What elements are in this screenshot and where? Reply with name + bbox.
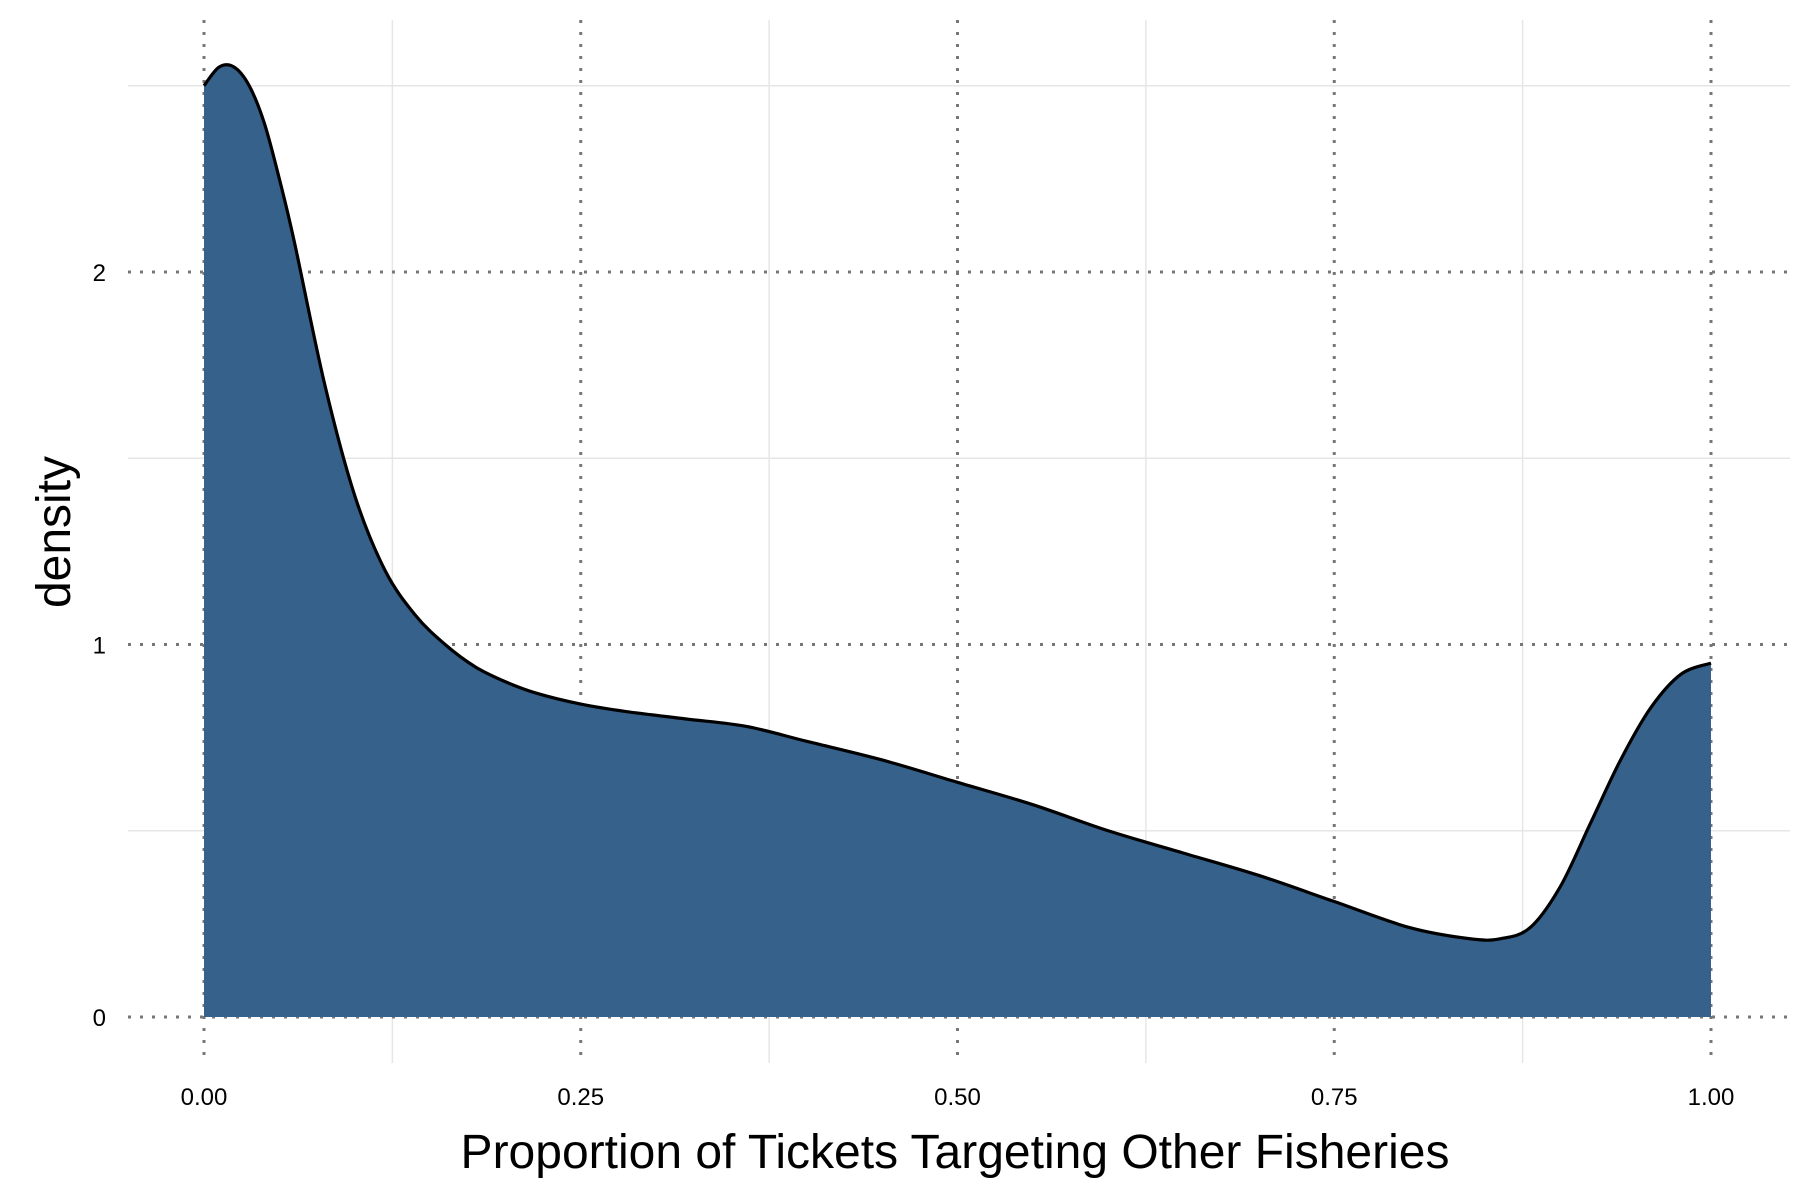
density-series	[202, 63, 1712, 1017]
x-tick-label: 0.25	[557, 1084, 604, 1111]
x-tick-label: 0.00	[181, 1084, 228, 1111]
y-tick-label: 2	[93, 260, 106, 287]
x-axis-title: Proportion of Tickets Targeting Other Fi…	[461, 1126, 1450, 1179]
density-area	[204, 64, 1711, 1017]
y-axis-tick-labels: 0 1 2	[93, 260, 106, 1032]
y-tick-label: 1	[93, 633, 106, 660]
y-axis-title: density	[28, 456, 81, 608]
x-tick-label: 0.75	[1311, 1084, 1358, 1111]
x-tick-label: 0.50	[934, 1084, 981, 1111]
density-curve-line	[202, 63, 1712, 942]
y-tick-label: 0	[93, 1005, 106, 1032]
x-axis-tick-labels: 0.00 0.25 0.50 0.75 1.00	[181, 1084, 1735, 1111]
x-tick-label: 1.00	[1688, 1084, 1735, 1111]
